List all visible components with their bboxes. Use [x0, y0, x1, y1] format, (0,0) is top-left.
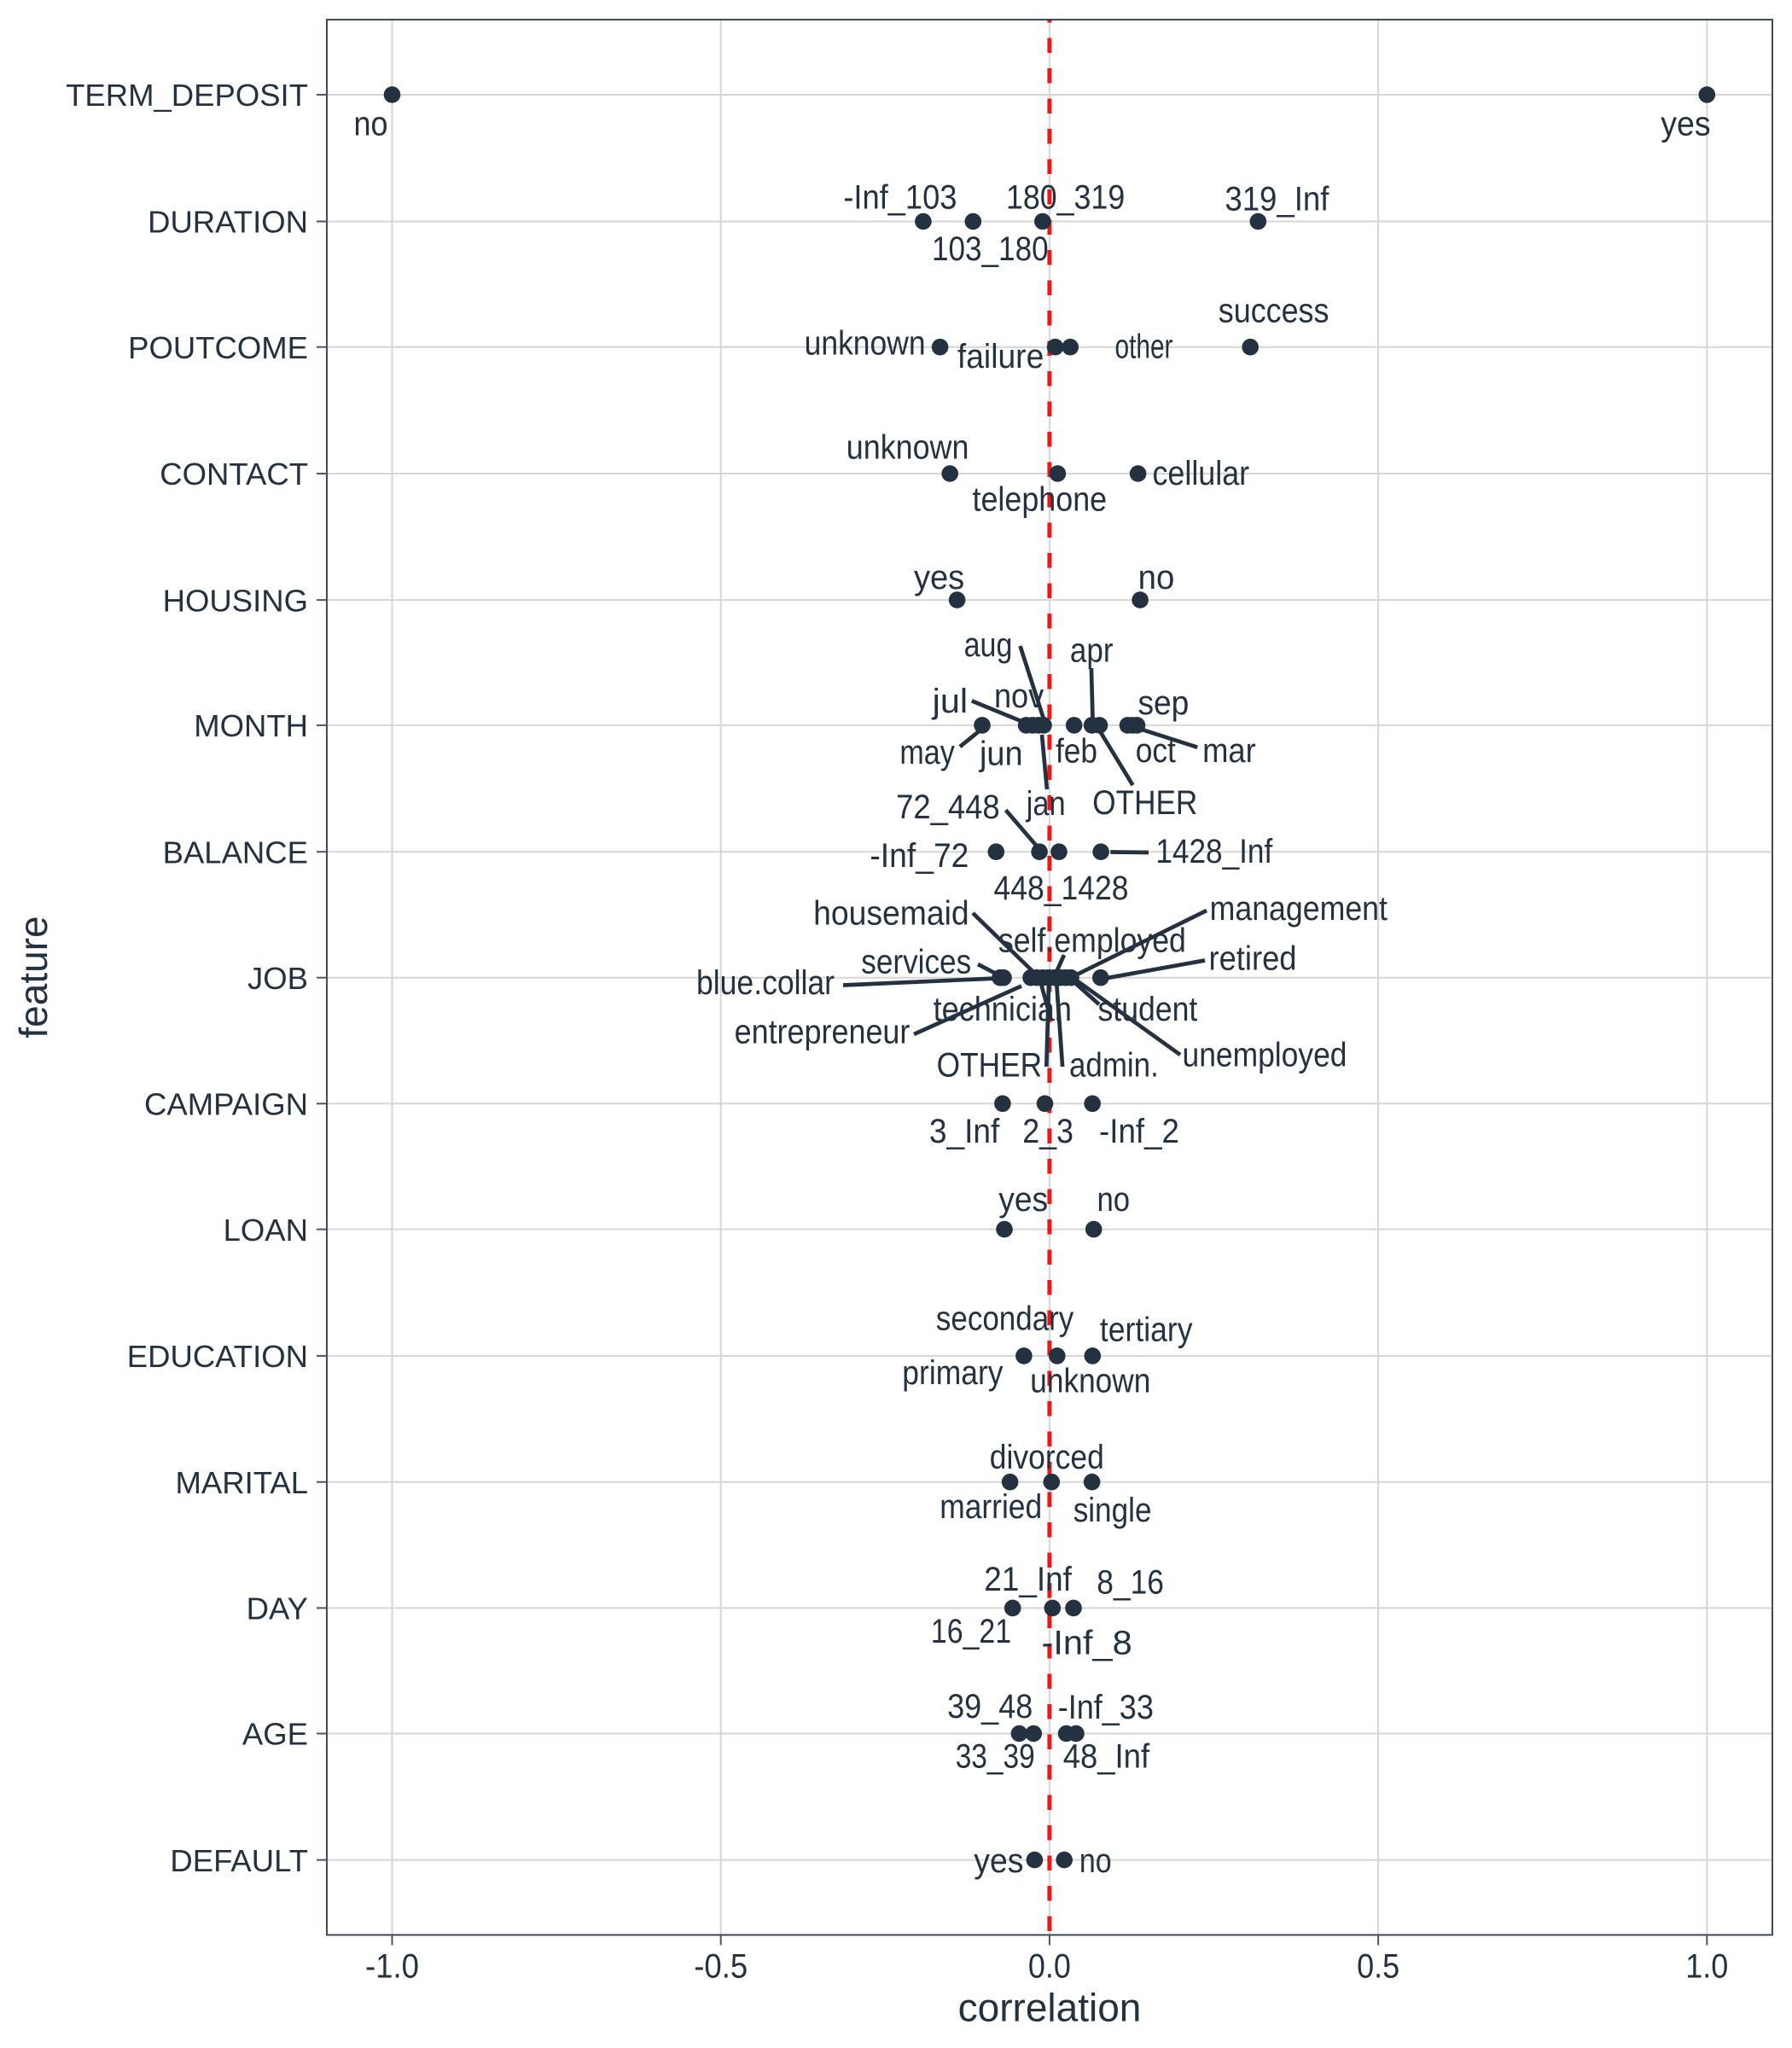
- svg-text:married: married: [940, 1488, 1042, 1526]
- svg-text:1428_Inf: 1428_Inf: [1155, 833, 1273, 870]
- svg-text:-Inf_2: -Inf_2: [1099, 1113, 1179, 1150]
- svg-text:JOB: JOB: [247, 961, 308, 996]
- svg-text:management: management: [1210, 890, 1388, 928]
- svg-text:319_Inf: 319_Inf: [1225, 181, 1329, 218]
- svg-text:MONTH: MONTH: [194, 708, 308, 743]
- svg-text:0.0: 0.0: [1028, 1948, 1071, 1986]
- svg-text:48_Inf: 48_Inf: [1063, 1738, 1150, 1776]
- svg-text:failure: failure: [957, 338, 1044, 375]
- svg-text:retired: retired: [1209, 940, 1297, 977]
- svg-text:unknown: unknown: [805, 324, 926, 362]
- svg-text:blue.collar: blue.collar: [696, 964, 835, 1002]
- svg-text:DURATION: DURATION: [148, 205, 308, 240]
- svg-text:jan: jan: [1026, 785, 1066, 823]
- svg-text:yes: yes: [914, 559, 964, 596]
- svg-text:72_448: 72_448: [896, 788, 1000, 826]
- svg-text:CAMPAIGN: CAMPAIGN: [144, 1087, 308, 1122]
- svg-text:technician: technician: [934, 991, 1072, 1028]
- svg-text:OTHER: OTHER: [1092, 784, 1197, 822]
- svg-text:21_Inf: 21_Inf: [984, 1561, 1073, 1598]
- svg-text:sep: sep: [1137, 684, 1189, 722]
- svg-text:-0.5: -0.5: [694, 1948, 748, 1986]
- svg-text:unknown: unknown: [847, 429, 969, 467]
- svg-text:oct: oct: [1136, 732, 1176, 770]
- svg-text:33_39: 33_39: [956, 1738, 1035, 1776]
- svg-text:unknown: unknown: [1030, 1363, 1150, 1400]
- svg-text:no: no: [1138, 559, 1175, 596]
- svg-text:0.5: 0.5: [1357, 1948, 1399, 1986]
- svg-text:divorced: divorced: [990, 1439, 1104, 1476]
- svg-text:LOAN: LOAN: [224, 1213, 308, 1248]
- svg-text:admin.: admin.: [1069, 1047, 1159, 1085]
- svg-text:tertiary: tertiary: [1100, 1312, 1193, 1349]
- svg-text:HOUSING: HOUSING: [163, 583, 308, 618]
- svg-text:no: no: [1079, 1842, 1112, 1880]
- svg-text:unemployed: unemployed: [1183, 1037, 1347, 1074]
- svg-text:TERM_DEPOSIT: TERM_DEPOSIT: [66, 78, 308, 113]
- svg-text:entrepreneur: entrepreneur: [735, 1014, 911, 1051]
- svg-text:CONTACT: CONTACT: [160, 457, 308, 492]
- svg-text:feature: feature: [11, 916, 55, 1038]
- svg-text:EDUCATION: EDUCATION: [127, 1339, 308, 1374]
- svg-text:no: no: [354, 105, 388, 143]
- svg-text:mar: mar: [1202, 732, 1256, 770]
- svg-text:services: services: [861, 944, 971, 981]
- svg-text:other: other: [1115, 329, 1173, 366]
- svg-text:OTHER: OTHER: [937, 1047, 1043, 1085]
- svg-text:jun: jun: [979, 736, 1023, 773]
- svg-text:telephone: telephone: [973, 480, 1108, 518]
- svg-text:jul: jul: [932, 683, 968, 720]
- svg-text:DAY: DAY: [247, 1591, 308, 1626]
- svg-text:apr: apr: [1070, 631, 1114, 669]
- svg-text:housemaid: housemaid: [813, 895, 969, 933]
- svg-text:DEFAULT: DEFAULT: [170, 1843, 308, 1878]
- svg-text:cellular: cellular: [1152, 455, 1249, 492]
- svg-text:no: no: [1097, 1181, 1131, 1219]
- svg-text:self.employed: self.employed: [998, 922, 1186, 960]
- svg-text:448_1428: 448_1428: [994, 870, 1129, 907]
- svg-text:-Inf_103: -Inf_103: [843, 178, 957, 216]
- svg-text:secondary: secondary: [936, 1300, 1074, 1337]
- svg-text:MARITAL: MARITAL: [176, 1465, 308, 1500]
- svg-text:student: student: [1098, 991, 1198, 1028]
- svg-text:103_180: 103_180: [932, 230, 1049, 268]
- svg-text:yes: yes: [1661, 105, 1710, 143]
- svg-text:POUTCOME: POUTCOME: [128, 330, 308, 365]
- svg-text:AGE: AGE: [242, 1717, 308, 1752]
- svg-text:aug: aug: [964, 626, 1013, 664]
- svg-text:-Inf_72: -Inf_72: [870, 837, 969, 875]
- svg-text:39_48: 39_48: [947, 1688, 1033, 1725]
- svg-text:180_319: 180_319: [1006, 178, 1125, 216]
- svg-text:16_21: 16_21: [931, 1613, 1011, 1650]
- svg-text:primary: primary: [902, 1354, 1003, 1392]
- svg-text:single: single: [1073, 1492, 1152, 1529]
- svg-text:BALANCE: BALANCE: [163, 835, 308, 870]
- svg-text:yes: yes: [998, 1181, 1048, 1219]
- svg-text:8_16: 8_16: [1097, 1564, 1164, 1602]
- svg-text:1.0: 1.0: [1685, 1948, 1728, 1986]
- svg-text:yes: yes: [974, 1842, 1023, 1880]
- svg-text:success: success: [1219, 293, 1329, 330]
- svg-text:3_Inf: 3_Inf: [929, 1113, 1000, 1150]
- svg-text:-Inf_8: -Inf_8: [1042, 1624, 1132, 1661]
- svg-text:-Inf_33: -Inf_33: [1058, 1689, 1154, 1726]
- svg-text:-1.0: -1.0: [365, 1948, 419, 1986]
- svg-text:correlation: correlation: [958, 1986, 1142, 2030]
- svg-text:2_3: 2_3: [1022, 1113, 1073, 1150]
- svg-text:feb: feb: [1056, 733, 1097, 771]
- svg-text:may: may: [899, 734, 955, 771]
- svg-text:nov: nov: [994, 678, 1044, 715]
